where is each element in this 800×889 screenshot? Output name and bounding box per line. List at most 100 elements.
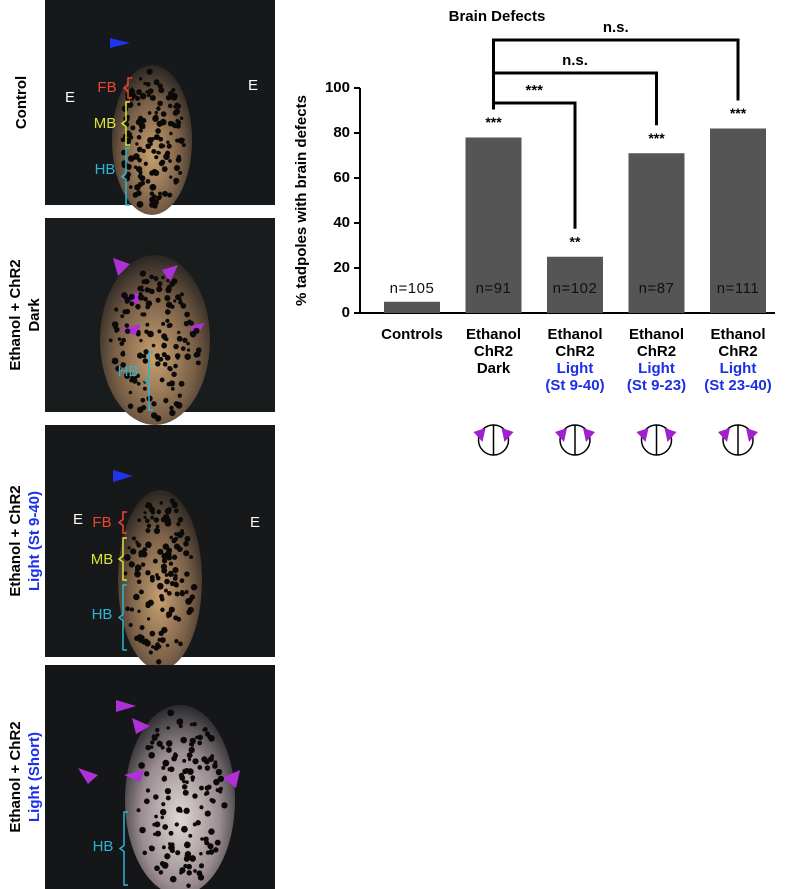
y-axis-label: % tadpoles with brain defects — [293, 95, 310, 306]
pigment-dot — [121, 105, 129, 112]
pigment-dot — [175, 401, 183, 409]
pigment-dot — [123, 372, 131, 379]
y-tick-label: 60 — [333, 169, 350, 186]
schematic-arrow — [583, 428, 595, 442]
pigment-dot — [171, 538, 177, 544]
pigment-dot — [195, 735, 199, 740]
region-label: MB — [91, 551, 114, 568]
pigment-dot — [165, 747, 172, 753]
pigment-dot — [159, 860, 166, 867]
pigment-dot — [154, 415, 162, 422]
pigment-dot — [175, 850, 181, 856]
pigment-dot — [120, 362, 126, 368]
pigment-dot — [151, 734, 158, 741]
pigment-dot — [167, 709, 175, 717]
pigment-dot — [165, 611, 173, 618]
pigment-dot — [182, 768, 188, 775]
pigment-dot — [155, 727, 160, 733]
pigment-dot — [193, 869, 197, 873]
pigment-dot — [139, 338, 143, 343]
pigment-dot — [186, 768, 194, 775]
pigment-dot — [181, 143, 186, 148]
pigment-dot — [160, 111, 167, 117]
pigment-dot — [161, 802, 166, 807]
pigment-dot — [144, 329, 149, 334]
y-tick-label: 40 — [333, 214, 350, 231]
category-condition: (St 9-23) — [627, 377, 686, 394]
pigment-dot — [164, 853, 171, 860]
pigment-dot — [149, 745, 154, 749]
row-title: Ethanol + ChR2 — [7, 259, 24, 370]
pigment-dot — [154, 821, 161, 828]
pigment-dot — [159, 377, 165, 383]
pigment-dot — [179, 116, 184, 121]
pigment-dot — [208, 735, 215, 742]
pigment-dot — [174, 591, 180, 597]
pigment-dot — [192, 721, 197, 727]
pigment-dot — [193, 327, 200, 334]
pigment-dot — [159, 159, 166, 165]
significance: *** — [730, 105, 747, 121]
pigment-dot — [134, 568, 139, 573]
pigment-dot — [162, 759, 170, 767]
pigment-dot — [164, 578, 170, 585]
pigment-dot — [186, 348, 191, 352]
pigment-dot — [153, 645, 160, 651]
pigment-dot — [163, 153, 170, 160]
row-subtitle: Dark — [26, 298, 43, 332]
pigment-dot — [162, 845, 166, 850]
pigment-dot — [213, 778, 220, 786]
schematic-arrow — [718, 428, 730, 442]
pigment-dot — [159, 596, 165, 602]
arrowhead — [113, 470, 133, 482]
pigment-dot — [145, 541, 152, 549]
pigment-dot — [174, 508, 179, 514]
pigment-dot — [188, 746, 195, 754]
pigment-dot — [156, 150, 160, 155]
pigment-dot — [169, 405, 174, 411]
pigment-dot — [172, 576, 178, 581]
pigment-dot — [171, 278, 178, 285]
pigment-dot — [153, 517, 160, 523]
pigment-dot — [182, 337, 188, 343]
pigment-dot — [171, 371, 177, 378]
pigment-dot — [197, 765, 203, 770]
pigment-dot — [162, 775, 167, 780]
pigment-dot — [138, 77, 143, 81]
pigment-dot — [161, 321, 166, 326]
region-label: HB — [92, 606, 113, 623]
chart-title: Brain Defects — [449, 8, 546, 25]
pigment-dot — [129, 301, 135, 307]
pigment-dot — [169, 498, 176, 504]
pigment-dot — [164, 573, 169, 577]
pigment-dot — [155, 830, 162, 837]
pigment-dot — [144, 287, 151, 293]
pigment-dot — [167, 570, 174, 577]
pigment-dot — [132, 192, 139, 198]
pigment-dot — [190, 775, 196, 780]
pigment-dot — [136, 579, 142, 585]
pigment-dot — [136, 135, 142, 140]
pigment-dot — [161, 342, 168, 349]
region-brace — [118, 811, 128, 886]
pigment-dot — [156, 286, 163, 293]
pigment-dot — [125, 130, 131, 136]
pigment-dot — [154, 110, 159, 115]
pigment-dot — [161, 166, 168, 172]
pigment-dot — [160, 607, 165, 612]
pigment-dot — [131, 536, 136, 541]
pigment-dot — [152, 115, 159, 122]
pigment-dot — [183, 855, 190, 862]
pigment-dot — [144, 518, 150, 524]
pigment-dot — [161, 765, 166, 770]
region-brace — [122, 77, 132, 99]
pigment-dot — [156, 659, 162, 665]
category-label: Controls — [381, 326, 443, 343]
pigment-dot — [184, 535, 191, 542]
pigment-dot — [143, 296, 148, 302]
pigment-dot — [186, 752, 193, 759]
pigment-dot — [136, 808, 141, 813]
pigment-dot — [204, 731, 211, 737]
pigment-dot — [142, 386, 147, 391]
pigment-dot — [179, 292, 184, 297]
